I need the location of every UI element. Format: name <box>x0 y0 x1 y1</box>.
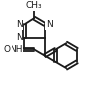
Text: N: N <box>46 20 52 29</box>
Text: N: N <box>16 20 23 29</box>
Text: O: O <box>4 45 11 54</box>
Text: N: N <box>16 33 23 42</box>
Text: CH₃: CH₃ <box>26 1 42 10</box>
Text: NH: NH <box>9 45 23 54</box>
